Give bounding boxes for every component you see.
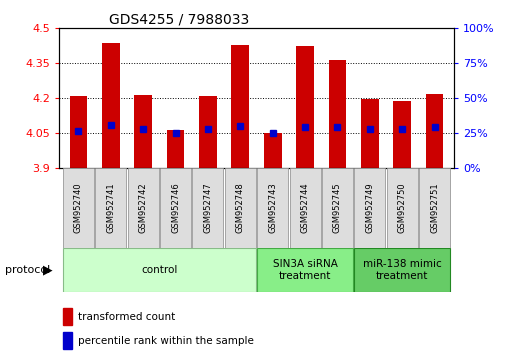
Text: GSM952748: GSM952748 [236, 183, 245, 233]
Bar [387, 168, 418, 248]
Text: GSM952750: GSM952750 [398, 183, 407, 233]
Bar [231, 45, 249, 168]
Bar [63, 332, 72, 349]
Text: GDS4255 / 7988033: GDS4255 / 7988033 [109, 12, 250, 27]
Bar [128, 168, 159, 248]
Text: GSM952740: GSM952740 [74, 183, 83, 233]
Bar [257, 168, 288, 248]
Bar [257, 248, 353, 292]
Text: GSM952746: GSM952746 [171, 183, 180, 233]
Text: percentile rank within the sample: percentile rank within the sample [77, 336, 253, 346]
Bar [167, 130, 185, 168]
Bar [95, 168, 126, 248]
Text: GSM952744: GSM952744 [301, 183, 309, 233]
Bar [225, 168, 256, 248]
Bar [419, 168, 450, 248]
Bar [70, 96, 87, 168]
Bar [289, 168, 321, 248]
Bar [354, 168, 385, 248]
Bar [296, 46, 314, 168]
Bar [393, 101, 411, 168]
Bar [160, 168, 191, 248]
Text: protocol: protocol [5, 265, 50, 275]
Text: GSM952742: GSM952742 [139, 183, 148, 233]
Bar [322, 168, 353, 248]
Text: GSM952749: GSM952749 [365, 183, 374, 233]
Bar [134, 95, 152, 168]
Text: control: control [141, 265, 177, 275]
Text: SIN3A siRNA
treatment: SIN3A siRNA treatment [272, 259, 338, 281]
Bar [63, 308, 72, 325]
Text: GSM952751: GSM952751 [430, 183, 439, 233]
Bar [199, 96, 217, 168]
Bar [354, 248, 450, 292]
Text: GSM952747: GSM952747 [204, 183, 212, 233]
Text: GSM952743: GSM952743 [268, 183, 277, 233]
Bar [426, 93, 443, 168]
Bar [63, 248, 256, 292]
Bar [192, 168, 224, 248]
Bar [63, 168, 94, 248]
Text: GSM952745: GSM952745 [333, 183, 342, 233]
Text: GSM952741: GSM952741 [106, 183, 115, 233]
Bar [328, 60, 346, 168]
Bar [102, 44, 120, 168]
Bar [361, 99, 379, 168]
Bar [264, 133, 282, 168]
Text: miR-138 mimic
treatment: miR-138 mimic treatment [363, 259, 442, 281]
Text: transformed count: transformed count [77, 312, 175, 322]
Text: ▶: ▶ [43, 263, 52, 276]
